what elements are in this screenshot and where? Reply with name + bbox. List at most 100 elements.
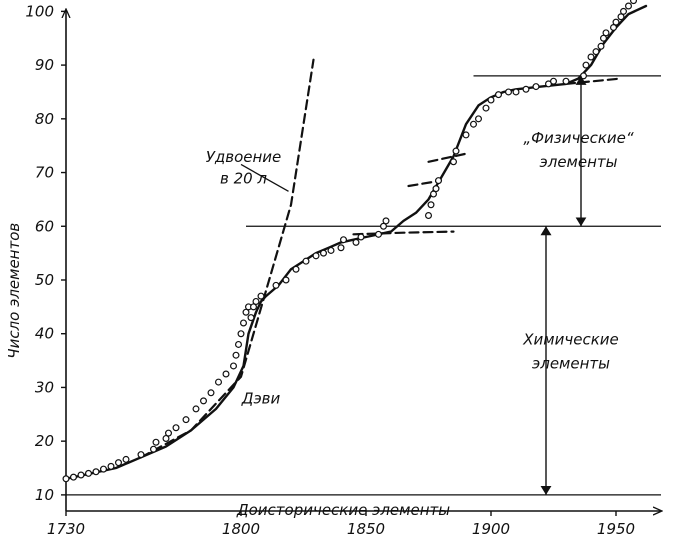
y-tick-label: 40 bbox=[35, 325, 54, 343]
dashed-series-line bbox=[352, 230, 455, 236]
dashed-series-line bbox=[564, 77, 623, 85]
data-point bbox=[587, 53, 595, 61]
data-point bbox=[549, 77, 557, 85]
labels: Удвоение в 20 л Дэви „Физические“ элементы Хи… bbox=[206, 129, 634, 519]
annotation-label: Удвоение bbox=[206, 148, 282, 166]
data-point bbox=[487, 96, 495, 104]
y-tick-label: 80 bbox=[35, 110, 54, 128]
data-point bbox=[597, 42, 605, 50]
data-point bbox=[505, 88, 513, 96]
data-point bbox=[172, 424, 180, 432]
data-point bbox=[432, 185, 440, 193]
data-point bbox=[512, 88, 520, 96]
annotation-label: элементы bbox=[532, 355, 610, 373]
x-tick-label: 1730 bbox=[47, 520, 85, 538]
dashed-series-line bbox=[139, 58, 315, 459]
data-point bbox=[215, 378, 223, 386]
annotation-label: „Физические“ bbox=[523, 129, 634, 147]
data-point bbox=[272, 281, 280, 289]
data-point bbox=[312, 252, 320, 260]
data-point bbox=[152, 438, 160, 446]
data-point bbox=[340, 236, 348, 244]
data-point bbox=[609, 23, 617, 31]
data-point bbox=[235, 340, 243, 348]
data-point bbox=[247, 314, 255, 322]
data-point bbox=[475, 115, 483, 123]
data-point bbox=[222, 370, 230, 378]
data-point bbox=[602, 29, 610, 37]
data-point bbox=[320, 249, 328, 257]
data-point bbox=[107, 462, 115, 470]
data-point bbox=[435, 177, 443, 185]
y-tick-label: 10 bbox=[35, 486, 54, 504]
data-point bbox=[200, 397, 208, 405]
annotation-label: Доисторические элементы bbox=[236, 501, 450, 519]
data-point bbox=[252, 297, 260, 305]
annotation-label: в 20 л bbox=[220, 169, 267, 187]
data-point bbox=[302, 257, 310, 265]
data-point bbox=[619, 7, 627, 15]
y-axis-label: Число элементов bbox=[5, 223, 23, 359]
data-point bbox=[257, 292, 265, 300]
axes: 1730 1800 1850 1900 1950 10 20 30 40 50 60 70 80 90 10… bbox=[25, 2, 661, 538]
data-point bbox=[612, 18, 620, 26]
y-tick-label: 50 bbox=[35, 271, 54, 289]
data-point bbox=[522, 85, 530, 93]
data-point bbox=[470, 120, 478, 128]
data-point bbox=[232, 351, 240, 359]
brackets bbox=[540, 75, 587, 495]
data-point bbox=[495, 91, 503, 99]
data-point bbox=[69, 473, 77, 481]
data-point bbox=[182, 416, 190, 424]
data-point bbox=[292, 265, 300, 273]
data-point bbox=[99, 465, 107, 473]
y-tick-label: 60 bbox=[35, 217, 54, 235]
data-point bbox=[242, 308, 250, 316]
data-point bbox=[207, 389, 215, 397]
data-point bbox=[592, 48, 600, 56]
data-point bbox=[382, 217, 390, 225]
data-point bbox=[327, 246, 335, 254]
y-tick-label: 70 bbox=[35, 164, 54, 182]
annotation-leader-line bbox=[240, 163, 289, 192]
data-point bbox=[230, 362, 238, 370]
data-point bbox=[599, 34, 607, 42]
data-point bbox=[84, 469, 92, 477]
data-point bbox=[630, 0, 637, 5]
annotation-label: Химические bbox=[522, 330, 618, 348]
y-tick-label: 90 bbox=[35, 56, 54, 74]
data-point bbox=[462, 131, 470, 139]
annotation-label: элементы bbox=[540, 153, 618, 171]
data-point bbox=[337, 244, 345, 252]
data-point bbox=[582, 61, 590, 69]
data-point bbox=[240, 319, 248, 327]
data-point bbox=[150, 445, 158, 453]
data-point bbox=[357, 233, 365, 241]
data-point bbox=[617, 13, 625, 21]
data-point bbox=[425, 212, 433, 220]
data-point bbox=[162, 434, 170, 442]
x-tick-label: 1950 bbox=[597, 520, 635, 538]
y-tick-label: 20 bbox=[35, 432, 54, 450]
data-point bbox=[137, 451, 145, 459]
data-point bbox=[352, 238, 360, 246]
x-tick-label: 1850 bbox=[347, 520, 385, 538]
y-tick-label: 30 bbox=[35, 378, 54, 396]
data-point bbox=[92, 468, 100, 476]
data-point bbox=[282, 276, 290, 284]
annotation-label: Дэви bbox=[241, 390, 281, 408]
data-point bbox=[482, 104, 490, 112]
data-point bbox=[114, 459, 122, 467]
data-point bbox=[192, 405, 200, 413]
data-point bbox=[452, 147, 460, 155]
data-point bbox=[427, 201, 435, 209]
data-point bbox=[122, 455, 130, 463]
data-point bbox=[62, 475, 70, 483]
data-point bbox=[375, 230, 383, 238]
x-tick-label: 1900 bbox=[472, 520, 510, 538]
data-point bbox=[165, 429, 173, 437]
data-point bbox=[380, 222, 388, 230]
data-point bbox=[430, 190, 438, 198]
data-point bbox=[450, 158, 458, 166]
